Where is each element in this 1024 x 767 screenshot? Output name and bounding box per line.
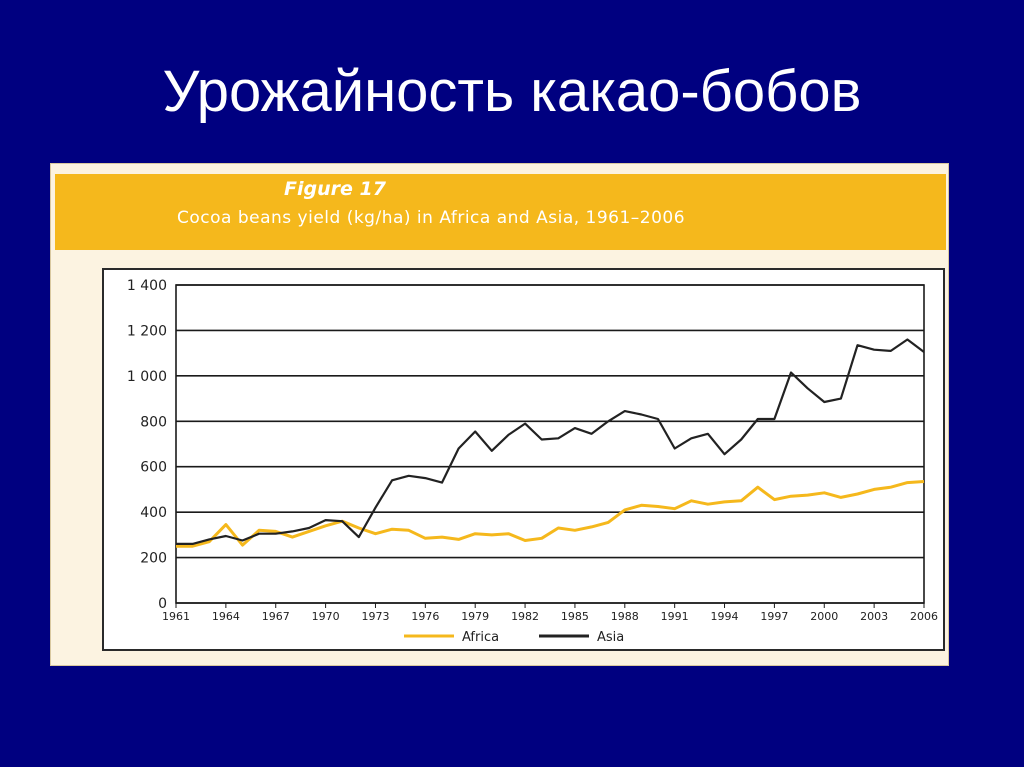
chart-frame: 0 200 400 600 800 1 000 1 200 1 400 1961 1964 1967… <box>102 268 945 651</box>
figure-caption: Cocoa beans yield (kg/ha) in Africa and … <box>177 208 686 228</box>
x-tick-label: 1997 <box>760 610 788 623</box>
x-tick-label: 1988 <box>611 610 639 623</box>
y-tick-label: 0 <box>158 596 167 612</box>
x-tick-label: 2000 <box>810 610 838 623</box>
x-tick-label: 1994 <box>711 610 739 623</box>
figure-panel: Figure 17 Cocoa beans yield (kg/ha) in A… <box>50 163 949 666</box>
line-chart: 0 200 400 600 800 1 000 1 200 1 400 1961 1964 1967… <box>127 278 938 645</box>
legend-label-asia: Asia <box>597 630 624 645</box>
x-tick-label: 2006 <box>910 610 938 623</box>
y-tick-label: 800 <box>140 414 167 430</box>
x-tick-label: 1985 <box>561 610 589 623</box>
series-line-africa <box>176 480 925 548</box>
y-tick-label: 600 <box>140 460 167 476</box>
y-tick-label: 1 400 <box>127 278 167 294</box>
x-tick-label: 1979 <box>461 610 489 623</box>
x-tick-label: 1991 <box>661 610 689 623</box>
y-tick-label: 400 <box>140 505 167 521</box>
y-tick-label: 1 200 <box>127 323 167 339</box>
x-tick-label: 1967 <box>262 610 290 623</box>
x-tick-label: 1970 <box>312 610 340 623</box>
x-tick-label: 1973 <box>361 610 389 623</box>
plot-area <box>175 284 925 604</box>
x-tick-label: 2003 <box>860 610 888 623</box>
y-tick-label: 1 000 <box>127 369 167 385</box>
figure-label: Figure 17 <box>284 178 386 200</box>
x-tick-label: 1976 <box>411 610 439 623</box>
x-tick-label: 1964 <box>212 610 240 623</box>
series-line-asia <box>176 338 925 545</box>
y-tick-label: 200 <box>140 551 167 567</box>
slide-title: Урожайность какао-бобов <box>162 59 862 124</box>
x-tick-label: 1982 <box>511 610 539 623</box>
figure-header: Figure 17 Cocoa beans yield (kg/ha) in A… <box>55 174 946 250</box>
legend-label-africa: Africa <box>462 630 499 645</box>
x-tick-label: 1961 <box>162 610 190 623</box>
